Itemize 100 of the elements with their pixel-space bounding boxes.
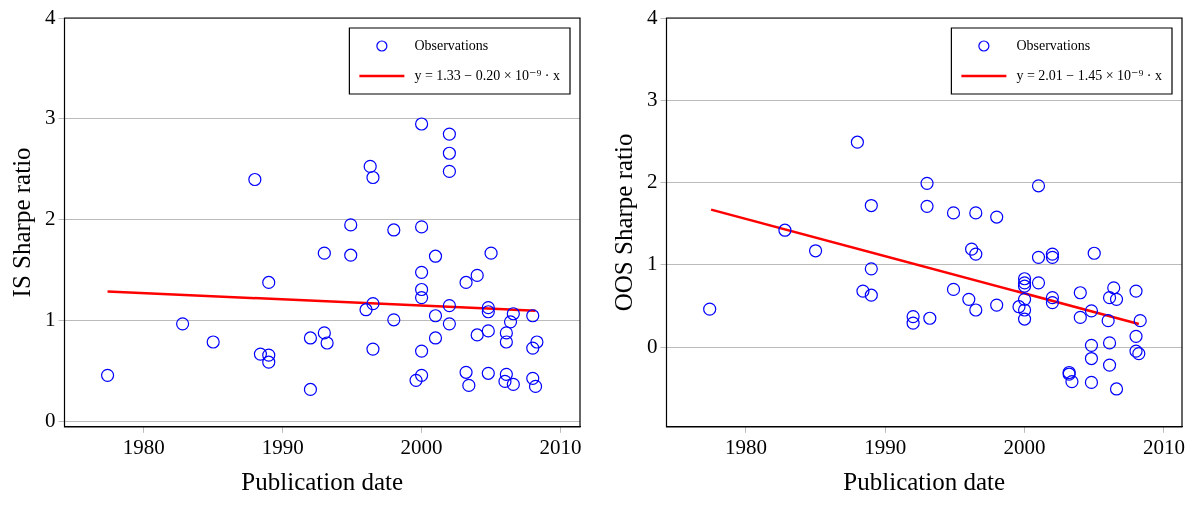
point: [1031, 179, 1046, 193]
x-axis-title: Publication date: [843, 467, 1006, 495]
point: [864, 288, 878, 302]
point: [1045, 296, 1060, 310]
y-tick-label: 4: [45, 4, 56, 29]
point: [176, 317, 190, 331]
point: [1031, 276, 1046, 290]
x-tick-label: 2010: [1142, 434, 1185, 459]
point: [530, 335, 544, 349]
point: [262, 275, 276, 290]
y-axis-title: IS Sharpe ratio: [7, 147, 35, 298]
legend-label: y = 1.33 − 0.20 × 10⁻⁹ · x: [414, 67, 561, 83]
point: [428, 331, 443, 345]
point: [1084, 304, 1099, 318]
point: [428, 249, 443, 263]
point: [778, 223, 792, 237]
point: [528, 379, 543, 394]
point: [1109, 292, 1124, 306]
y-tick-label: 4: [647, 4, 658, 29]
point: [253, 347, 268, 361]
point: [906, 316, 920, 330]
point: [990, 210, 1004, 224]
point: [526, 309, 540, 323]
point: [387, 223, 401, 237]
point: [962, 292, 976, 306]
y-tick-label: 2: [647, 169, 658, 194]
point: [864, 198, 878, 213]
point: [470, 268, 484, 282]
point: [1084, 375, 1099, 389]
point: [506, 307, 520, 321]
point: [969, 206, 983, 220]
point: [415, 368, 429, 382]
legend-label: Observations: [1016, 37, 1091, 53]
x-tick-label: 1990: [261, 434, 304, 459]
point: [459, 275, 473, 290]
point: [1012, 300, 1026, 314]
point: [442, 146, 456, 160]
point: [920, 176, 934, 190]
y-tick-label: 1: [45, 307, 56, 332]
point: [946, 282, 961, 297]
y-tick-label: 3: [647, 86, 658, 111]
point: [1073, 286, 1087, 300]
point: [317, 246, 331, 260]
point: [946, 206, 961, 220]
point: [499, 326, 513, 340]
point: [262, 348, 276, 362]
point: [442, 127, 456, 141]
point: [1084, 338, 1099, 352]
y-tick-label: 1: [647, 251, 658, 276]
point: [920, 199, 934, 213]
point: [923, 311, 937, 325]
point: [366, 297, 380, 311]
point: [1017, 312, 1032, 326]
point: [965, 242, 979, 256]
point: [344, 248, 358, 262]
point: [808, 244, 823, 258]
point: [499, 367, 513, 381]
point: [317, 326, 331, 340]
point: [1087, 246, 1101, 260]
point: [344, 218, 358, 232]
y-tick-label: 0: [647, 333, 658, 358]
legend-label: y = 2.01 − 1.45 × 10⁻⁹ · x: [1016, 67, 1163, 83]
point: [506, 377, 520, 392]
point: [1017, 292, 1032, 306]
point: [856, 284, 870, 298]
point: [415, 291, 429, 305]
point: [387, 313, 401, 327]
point: [864, 262, 878, 276]
point: [366, 170, 380, 185]
x-tick-label: 2010: [539, 434, 582, 459]
point: [415, 344, 429, 358]
point: [359, 303, 373, 317]
point: [409, 373, 423, 387]
y-tick-label: 2: [45, 206, 56, 231]
y-tick-label: 0: [45, 408, 56, 433]
point: [206, 335, 220, 349]
point: [415, 220, 429, 234]
x-tick-label: 1990: [864, 434, 907, 459]
point: [303, 382, 318, 397]
point: [470, 328, 484, 342]
point: [481, 301, 495, 315]
point: [363, 159, 377, 173]
point: [428, 309, 443, 323]
point: [481, 366, 495, 380]
point: [498, 374, 512, 388]
point: [262, 355, 276, 369]
point: [442, 299, 456, 313]
point: [499, 335, 513, 349]
point: [100, 368, 115, 382]
point: [481, 324, 495, 338]
point: [1129, 284, 1143, 298]
point: [1102, 291, 1117, 305]
point: [1102, 358, 1117, 372]
y-tick-label: 3: [45, 105, 56, 130]
point: [415, 282, 429, 297]
point: [1017, 303, 1032, 317]
point: [1101, 314, 1115, 328]
point: [969, 247, 983, 261]
point: [248, 172, 262, 187]
y-axis-title: OOS Sharpe ratio: [609, 133, 637, 312]
